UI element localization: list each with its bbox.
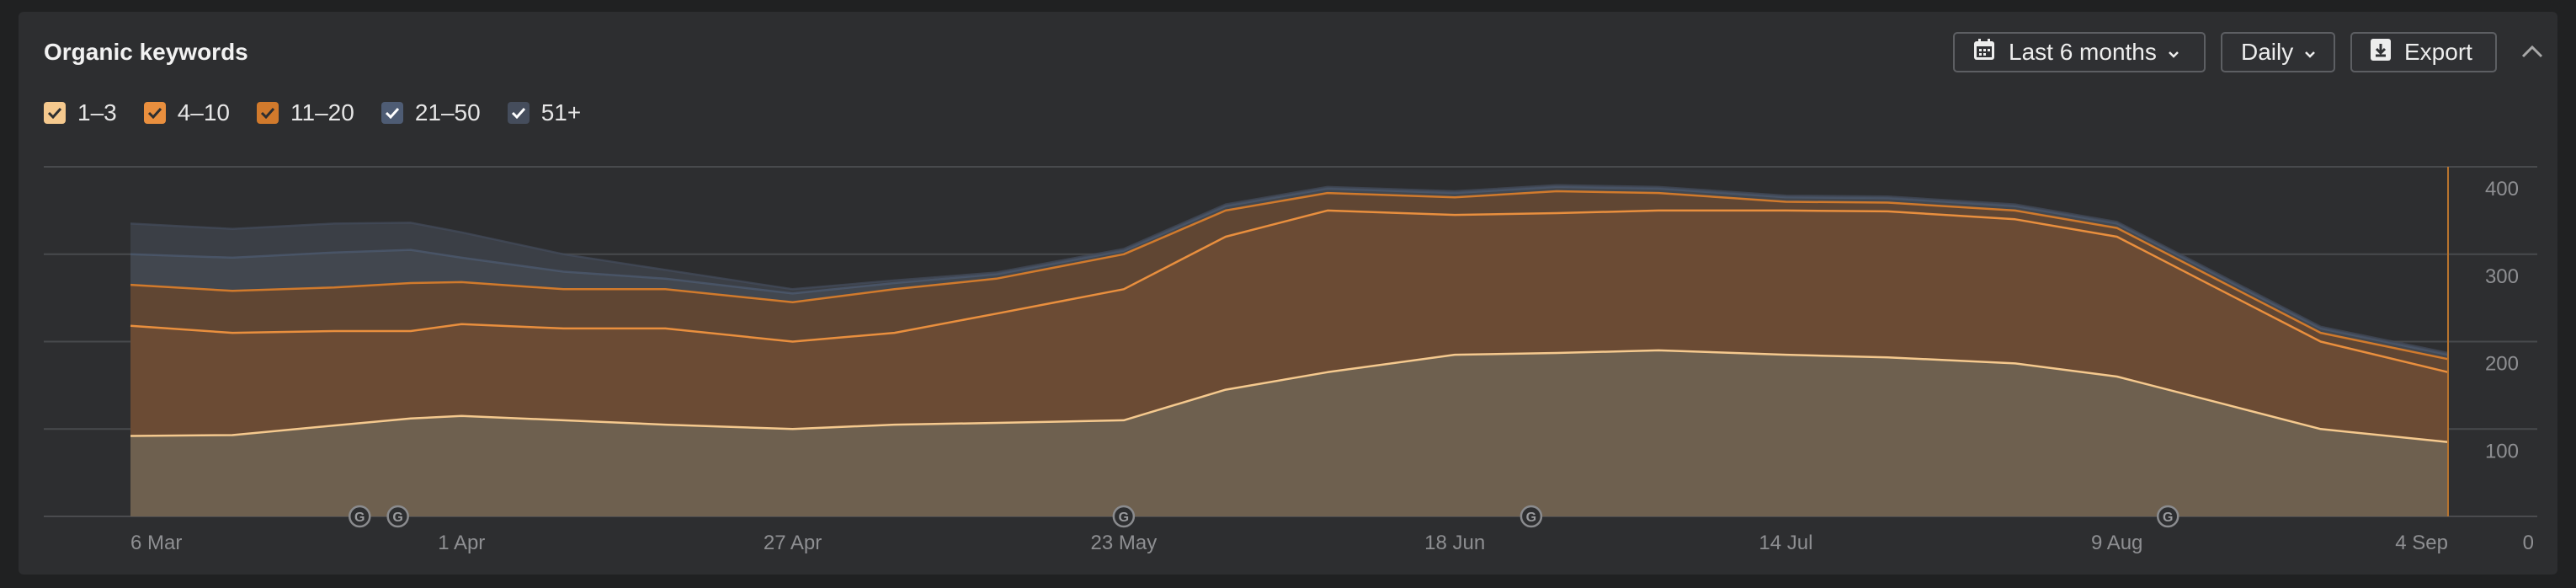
y-tick-label: 200: [2485, 353, 2519, 376]
x-tick-label: 9 Aug: [2091, 532, 2142, 554]
checkbox-4-10[interactable]: [143, 102, 166, 124]
annotation-circle: [2156, 505, 2179, 528]
checkbox-51-plus[interactable]: [507, 102, 530, 124]
annotation-label: G: [392, 510, 402, 525]
x-tick-label: 1 Apr: [438, 532, 485, 554]
annotation-label: G: [1526, 510, 1536, 525]
calendar-icon: [1973, 38, 1995, 67]
line-series-2: [130, 190, 2449, 361]
x-tick-label: 14 Jul: [1759, 532, 1812, 554]
annotation-circle: [1112, 505, 1136, 528]
x-tick-label: 6 Mar: [130, 532, 182, 554]
legend-item-11-20[interactable]: 11–20: [257, 99, 354, 126]
area-series-2: [130, 191, 2448, 372]
y-tick-label: 0: [2523, 532, 2534, 554]
download-icon: [2371, 38, 2391, 67]
annotation-marker: G: [1112, 505, 1136, 528]
export-button[interactable]: Export: [2350, 32, 2497, 72]
legend-item-51-plus[interactable]: 51+: [507, 99, 582, 126]
export-label: Export: [2404, 39, 2472, 65]
line-series-3: [130, 185, 2449, 356]
checkbox-1-3[interactable]: [44, 102, 66, 124]
x-tick-label: 18 Jun: [1424, 532, 1485, 554]
chevron-up-icon[interactable]: [2519, 42, 2546, 62]
legend-label: 21–50: [414, 99, 481, 126]
x-tick-label: 4 Sep: [2395, 532, 2448, 554]
chart-legend: 1–3 4–10 11–20 21–50 51+: [44, 99, 608, 126]
annotation-label: G: [354, 510, 365, 525]
annotation-marker: G: [2156, 505, 2179, 528]
x-tick-label: 23 May: [1091, 532, 1158, 554]
annotation-marker: G: [386, 505, 409, 528]
granularity-label: Daily: [2241, 39, 2294, 65]
line-series-4: [130, 184, 2449, 355]
legend-item-21-50[interactable]: 21–50: [381, 99, 481, 126]
annotation-circle: [349, 505, 371, 528]
line-series-1: [130, 209, 2449, 374]
line-series-0: [130, 349, 2449, 444]
area-series-1: [130, 210, 2448, 442]
legend-label: 51+: [540, 99, 582, 126]
checkbox-21-50[interactable]: [381, 102, 403, 124]
x-tick-label: 27 Apr: [764, 532, 822, 554]
chevron-down-icon: [2303, 39, 2317, 66]
annotation-label: G: [2163, 510, 2173, 525]
area-series-0: [130, 350, 2448, 516]
date-range-label: Last 6 months: [2009, 39, 2157, 65]
panel-title: Organic keywords: [44, 39, 248, 65]
chevron-down-icon: [2167, 39, 2180, 66]
checkbox-11-20[interactable]: [257, 102, 279, 124]
granularity-dropdown[interactable]: Daily: [2221, 32, 2335, 72]
area-series-4: [130, 184, 2448, 355]
annotation-circle: [386, 505, 409, 528]
annotation-circle: [1520, 505, 1543, 528]
annotation-label: G: [1119, 510, 1129, 525]
y-tick-label: 100: [2485, 440, 2519, 462]
legend-label: 1–3: [77, 99, 117, 126]
legend-item-1-3[interactable]: 1–3: [44, 99, 117, 126]
y-tick-label: 300: [2485, 265, 2519, 288]
y-tick-label: 400: [2485, 178, 2519, 200]
date-range-dropdown[interactable]: Last 6 months: [1953, 32, 2206, 72]
legend-label: 4–10: [177, 99, 231, 126]
legend-label: 11–20: [290, 99, 354, 126]
legend-item-4-10[interactable]: 4–10: [143, 99, 231, 126]
annotation-marker: G: [349, 505, 371, 528]
annotation-marker: G: [1520, 505, 1543, 528]
toolbar: Last 6 months Daily Export: [1953, 32, 2557, 74]
